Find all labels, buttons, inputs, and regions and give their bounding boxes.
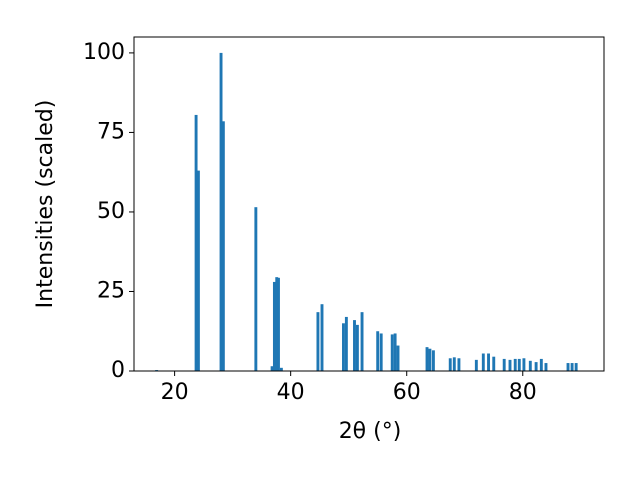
bar bbox=[570, 363, 574, 371]
bar bbox=[431, 350, 435, 371]
bar bbox=[534, 362, 538, 371]
bar bbox=[379, 333, 383, 371]
bar bbox=[316, 312, 320, 371]
y-axis-label: Intensities (scaled) bbox=[33, 100, 58, 309]
bar bbox=[277, 277, 280, 371]
y-tick-label: 0 bbox=[111, 358, 125, 383]
bar bbox=[275, 277, 279, 371]
bar bbox=[344, 316, 348, 371]
x-tick-label: 80 bbox=[509, 380, 537, 405]
bar bbox=[353, 320, 356, 371]
x-tick-label: 60 bbox=[393, 380, 421, 405]
bar bbox=[517, 358, 521, 371]
bar bbox=[254, 207, 258, 371]
bar bbox=[574, 363, 578, 371]
bar bbox=[360, 312, 364, 371]
bar bbox=[452, 357, 456, 371]
bar bbox=[474, 359, 478, 371]
bar bbox=[270, 366, 274, 371]
bar bbox=[219, 52, 223, 372]
bar bbox=[272, 281, 276, 371]
bar bbox=[513, 358, 517, 371]
plot-frame bbox=[133, 36, 605, 372]
bar bbox=[528, 360, 532, 371]
bar bbox=[522, 358, 526, 371]
x-tick-label: 20 bbox=[161, 380, 189, 405]
y-tick-label: 100 bbox=[83, 40, 125, 65]
bar bbox=[457, 358, 461, 371]
bar bbox=[566, 363, 570, 371]
bar bbox=[342, 323, 345, 371]
bar bbox=[376, 331, 380, 371]
x-axis-label: 2θ (°) bbox=[339, 419, 402, 444]
bar bbox=[508, 359, 512, 371]
bar bbox=[492, 356, 496, 371]
bar bbox=[196, 170, 200, 371]
bar bbox=[487, 353, 490, 371]
y-tick-label: 75 bbox=[97, 119, 125, 144]
y-tick-label: 50 bbox=[97, 199, 125, 224]
bar bbox=[544, 363, 548, 371]
bar bbox=[393, 333, 397, 371]
bar bbox=[320, 304, 324, 371]
bar bbox=[355, 324, 359, 371]
bar bbox=[428, 348, 432, 371]
bar bbox=[425, 347, 429, 371]
bar bbox=[539, 358, 543, 371]
bar bbox=[279, 367, 283, 371]
bar bbox=[396, 345, 400, 371]
bar bbox=[448, 358, 452, 371]
bar bbox=[194, 114, 198, 371]
bar bbox=[390, 334, 394, 371]
bar bbox=[221, 121, 225, 372]
y-tick-label: 25 bbox=[97, 278, 125, 303]
x-tick-label: 40 bbox=[277, 380, 305, 405]
bar bbox=[502, 358, 506, 371]
bar bbox=[481, 353, 485, 371]
